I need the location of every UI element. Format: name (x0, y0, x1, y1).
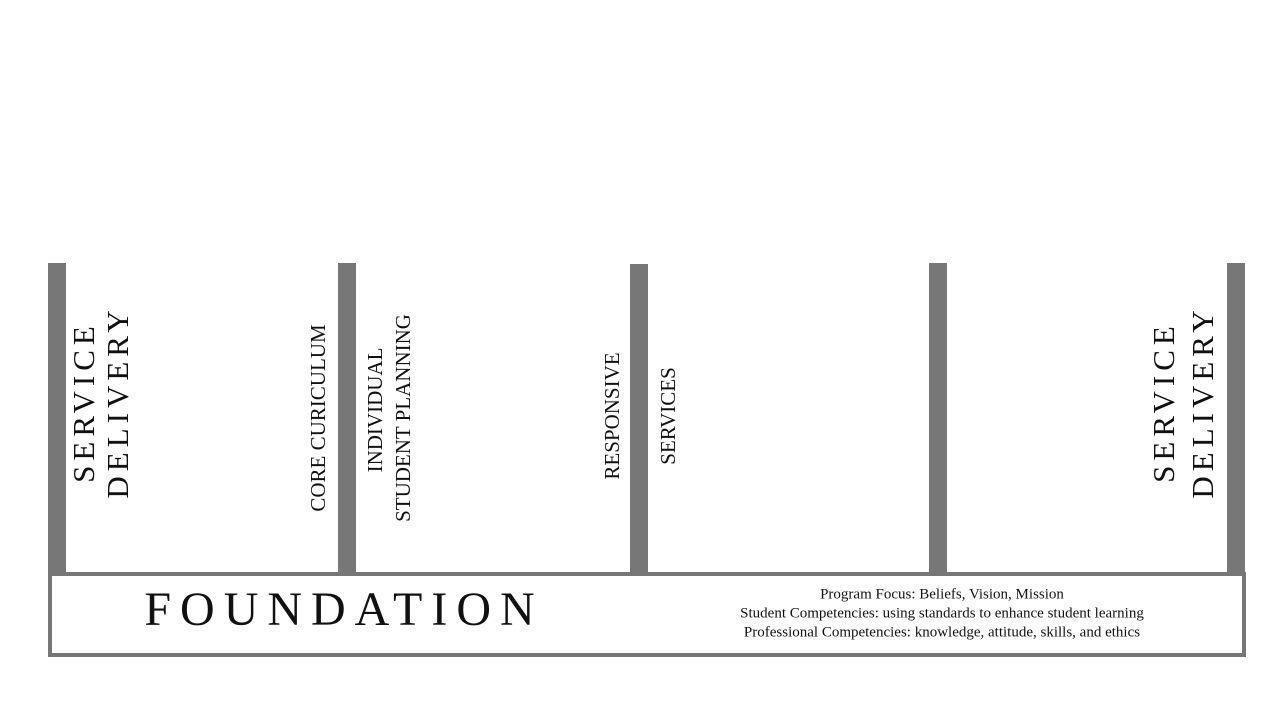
pillar (48, 263, 66, 575)
pillar-label: SERVICE (1146, 321, 1181, 483)
foundation-box (48, 572, 1246, 657)
foundation-title: FOUNDATION (144, 583, 543, 636)
pillar-label: RESPONSIVE (600, 352, 624, 479)
pillar-label: STUDENT PLANNING (391, 314, 415, 522)
pillar (929, 263, 947, 575)
pillar-label: INDIVIDUAL (363, 348, 387, 473)
foundation-line: Professional Competencies: knowledge, at… (744, 624, 1140, 640)
pillar-label: DELIVERY (1185, 305, 1220, 498)
pillar-label: CORE CURICULUM (306, 324, 330, 512)
pillar-label: DELIVERY (100, 305, 135, 498)
foundation-line: Student Competencies: using standards to… (740, 605, 1144, 621)
pillar-label: SERVICES (656, 367, 680, 465)
pillar-label: SERVICE (66, 321, 101, 483)
pillar (630, 264, 648, 575)
pillar (1227, 263, 1245, 575)
pillar (338, 263, 356, 575)
foundation-line: Program Focus: Beliefs, Vision, Mission (820, 586, 1064, 602)
